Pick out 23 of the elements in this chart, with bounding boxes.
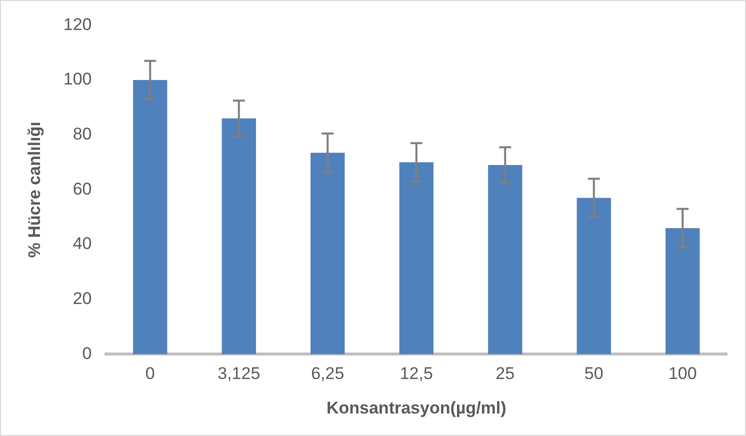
y-tick-label: 120 — [63, 14, 92, 34]
bar — [576, 198, 611, 354]
bar — [488, 165, 522, 354]
y-tick-label: 80 — [72, 124, 92, 144]
bar — [133, 80, 168, 354]
bar — [310, 152, 345, 354]
x-tick-label: 6,25 — [311, 364, 344, 384]
y-tick-label: 40 — [72, 234, 92, 254]
y-tick-label: 20 — [72, 289, 92, 308]
x-tick-label: 12,5 — [400, 364, 433, 384]
bar — [222, 118, 256, 354]
x-tick-label: 100 — [668, 364, 697, 384]
y-axis-title: % Hücre canlılığı — [24, 122, 44, 258]
y-tick-label: 0 — [82, 344, 92, 363]
bar — [666, 228, 700, 354]
x-axis-title: Konsantrasyon(µg/ml) — [326, 398, 506, 418]
y-tick-label: 100 — [63, 70, 92, 89]
x-tick-label: 25 — [496, 364, 515, 384]
x-tick-label: 0 — [145, 364, 155, 384]
x-tick-label: 3,125 — [218, 364, 260, 384]
y-tick-label: 60 — [72, 179, 92, 198]
bar — [399, 162, 434, 354]
x-tick-label: 50 — [584, 364, 604, 384]
